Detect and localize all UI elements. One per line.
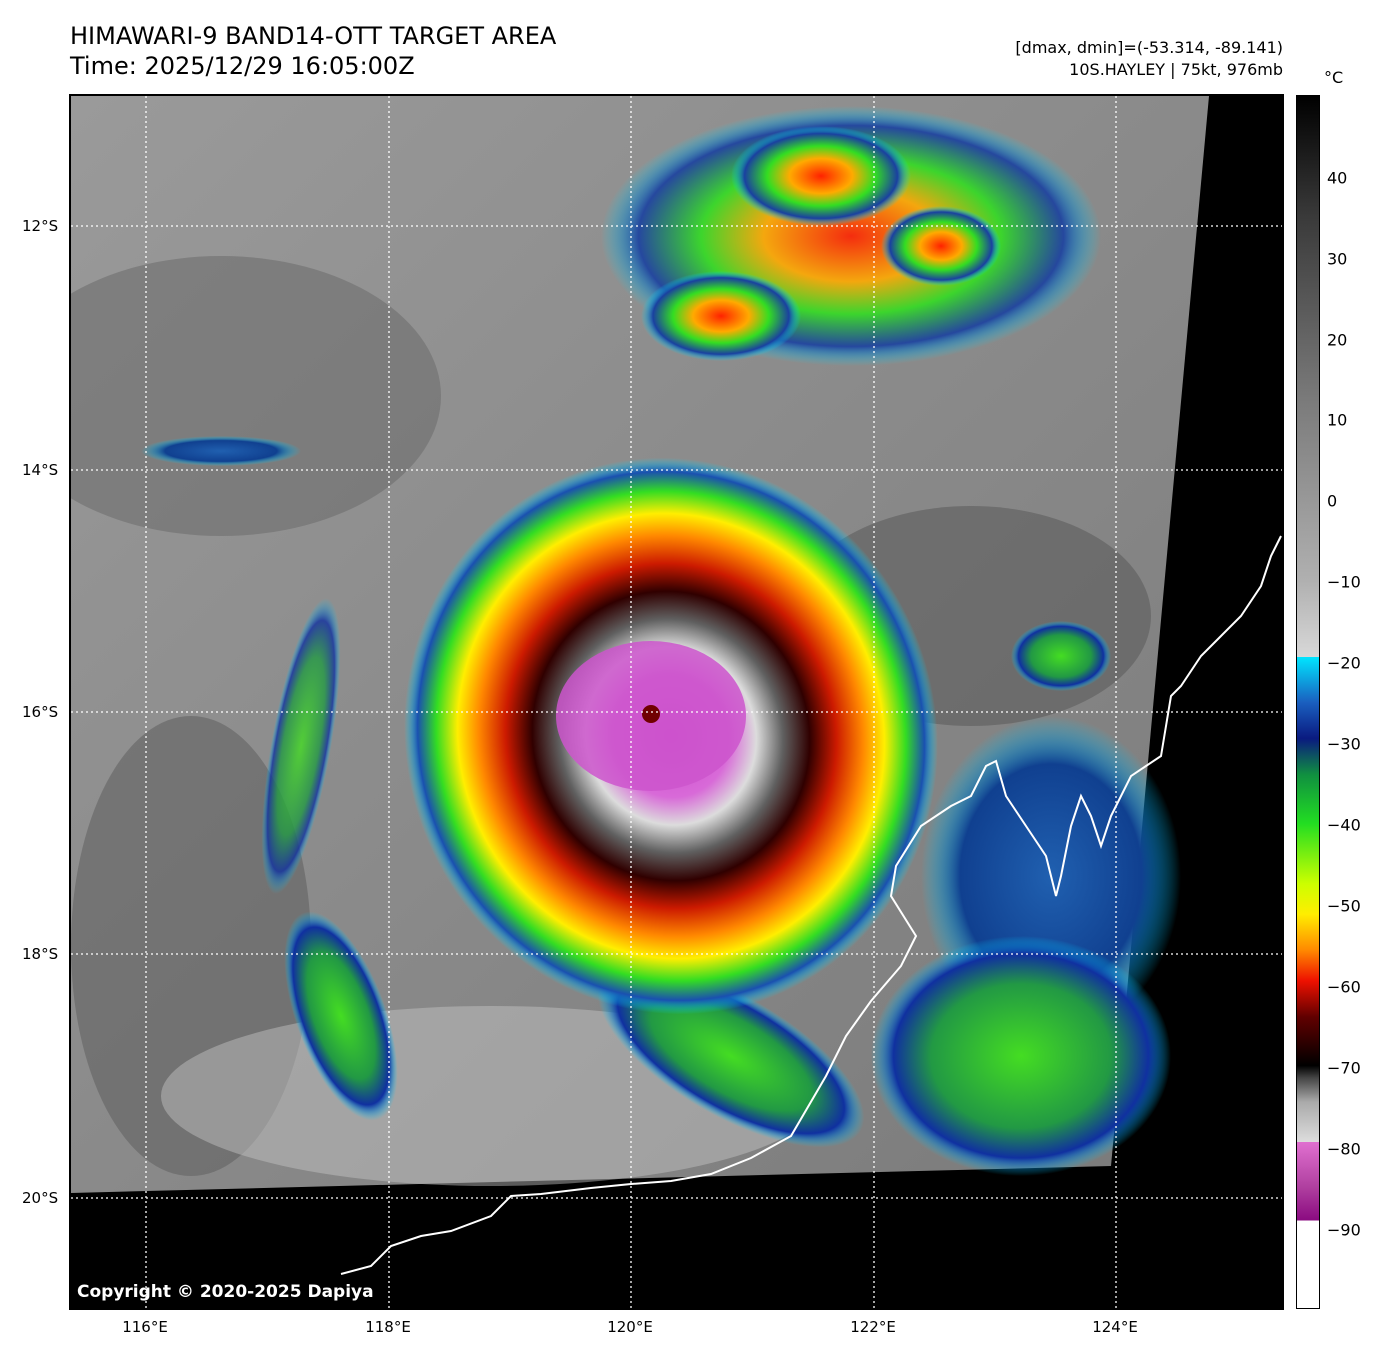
- convection-cluster: [881, 206, 1001, 286]
- colorbar-tick: −70: [1327, 1058, 1361, 1078]
- lon-label: 118°E: [365, 1318, 411, 1336]
- graticule: [71, 96, 1282, 1308]
- lon-label: 122°E: [850, 1318, 896, 1336]
- storm-info: 10S.HAYLEY | 75kt, 976mb: [1069, 60, 1283, 79]
- rainband: [261, 598, 341, 894]
- colorbar-tick: 40: [1327, 168, 1348, 188]
- colorbar-tick: 20: [1327, 330, 1348, 350]
- convection-cluster: [641, 271, 801, 361]
- cloud-area-green: [871, 936, 1171, 1176]
- colorbar-tick: −80: [1327, 1139, 1361, 1159]
- lon-label: 120°E: [607, 1318, 653, 1336]
- lon-label: 116°E: [122, 1318, 168, 1336]
- map-title: HIMAWARI-9 BAND14-OTT TARGET AREA: [70, 22, 557, 50]
- colorbar-unit: °C: [1324, 68, 1344, 87]
- clear-sky-region: [71, 256, 441, 536]
- cloud-area-green: [1011, 621, 1111, 691]
- convection-cluster: [731, 126, 911, 226]
- copyright-notice: Copyright © 2020-2025 Dapiya: [77, 1282, 374, 1302]
- colorbar-tick: 0: [1327, 491, 1338, 511]
- clear-sky-region: [71, 716, 311, 1176]
- cyclone-eye: [642, 705, 660, 723]
- colorbar-tick: −50: [1327, 896, 1361, 916]
- colorbar-tick: −30: [1327, 734, 1361, 754]
- satellite-map: Copyright © 2020-2025 Dapiya: [69, 94, 1284, 1310]
- lat-label: 20°S: [22, 1189, 59, 1207]
- colorbar: [1296, 95, 1320, 1309]
- lat-label: 16°S: [22, 703, 59, 721]
- coastline: [340, 535, 1282, 1275]
- rainband: [284, 911, 398, 1121]
- lat-label: 18°S: [22, 945, 59, 963]
- colorbar-tick: −20: [1327, 653, 1361, 673]
- rainband: [141, 436, 301, 466]
- map-time: Time: 2025/12/29 16:05:00Z: [70, 52, 415, 80]
- colorbar-tick: 10: [1327, 410, 1348, 430]
- lat-label: 14°S: [22, 461, 59, 479]
- colorbar-tick: 30: [1327, 249, 1348, 269]
- colorbar-tick: −90: [1327, 1220, 1361, 1240]
- lon-label: 124°E: [1092, 1318, 1138, 1336]
- colorbar-tick: −40: [1327, 815, 1361, 835]
- dmax-dmin-readout: [dmax, dmin]=(-53.314, -89.141): [1015, 38, 1283, 57]
- colorbar-tick: −10: [1327, 572, 1361, 592]
- lat-label: 12°S: [22, 217, 59, 235]
- colorbar-tick: −60: [1327, 977, 1361, 997]
